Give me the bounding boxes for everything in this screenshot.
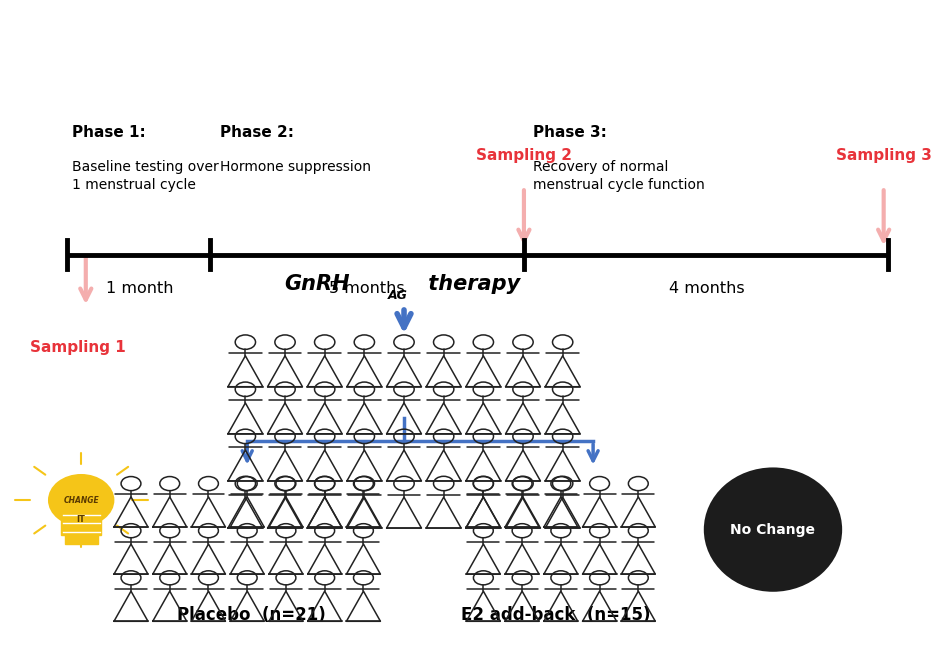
Text: 1 month: 1 month [106, 281, 174, 296]
Text: Sampling 1: Sampling 1 [30, 340, 126, 355]
Text: 4 months: 4 months [669, 281, 744, 296]
Ellipse shape [48, 474, 114, 526]
Text: Sampling 2: Sampling 2 [476, 148, 572, 163]
Ellipse shape [703, 467, 842, 592]
Text: Phase 1:: Phase 1: [72, 125, 146, 140]
Text: IT: IT [76, 515, 86, 524]
Text: Phase 3:: Phase 3: [533, 125, 607, 140]
Text: CHANGE: CHANGE [63, 496, 99, 505]
Text: therapy: therapy [421, 274, 520, 294]
Text: Placebo  (n=21): Placebo (n=21) [177, 606, 326, 624]
FancyBboxPatch shape [64, 532, 98, 544]
Text: GnRH: GnRH [284, 274, 350, 294]
Text: Recovery of normal
menstrual cycle function: Recovery of normal menstrual cycle funct… [533, 160, 705, 192]
Text: Hormone suppression: Hormone suppression [220, 160, 371, 174]
Text: Phase 2:: Phase 2: [220, 125, 293, 140]
Text: Baseline testing over
1 menstrual cycle: Baseline testing over 1 menstrual cycle [72, 160, 219, 192]
Text: AG: AG [388, 290, 407, 302]
Text: Sampling 3: Sampling 3 [835, 148, 932, 163]
Text: 5 months: 5 months [329, 281, 405, 296]
Text: E2 add-back  (n=15): E2 add-back (n=15) [461, 606, 651, 624]
FancyBboxPatch shape [61, 499, 102, 535]
Text: No Change: No Change [731, 523, 816, 537]
